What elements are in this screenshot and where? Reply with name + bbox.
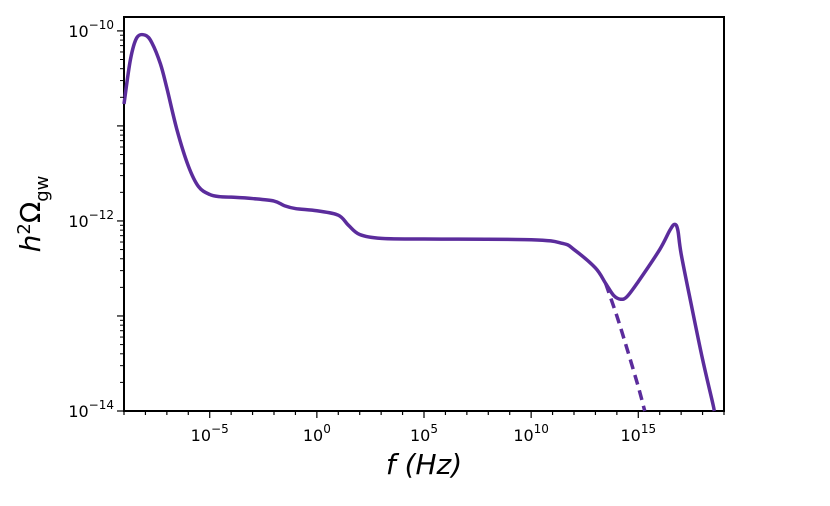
x-tick-label: 1015 (620, 422, 656, 445)
y-tick-label: 10−10 (68, 18, 114, 41)
y-tick-label: 10−14 (68, 398, 114, 421)
x-axis: 10−5 100 105 1010 1015 (123, 411, 725, 445)
svg-text:h2Ωgw: h2Ωgw (14, 176, 53, 253)
x-tick-label: 105 (410, 422, 438, 445)
series-layer (122, 32, 716, 412)
x-axis-label: f (Hz) (386, 448, 462, 481)
x-tick-label: 10−5 (191, 422, 229, 445)
svg-text:f (Hz): f (Hz) (386, 448, 462, 481)
x-tick-label: 100 (303, 422, 331, 445)
series-line-solid (122, 32, 716, 412)
y-tick-label: 10−12 (68, 208, 114, 231)
series-line-dashed (603, 282, 647, 412)
plot-area: 10−5 100 105 1010 1015 10−14 10−12 10−10 (68, 16, 725, 445)
plot-frame (123, 16, 725, 412)
y-axis-label: h2Ωgw (14, 176, 53, 253)
x-tick-label: 1010 (513, 422, 549, 445)
y-axis: 10−14 10−12 10−10 (68, 18, 124, 421)
